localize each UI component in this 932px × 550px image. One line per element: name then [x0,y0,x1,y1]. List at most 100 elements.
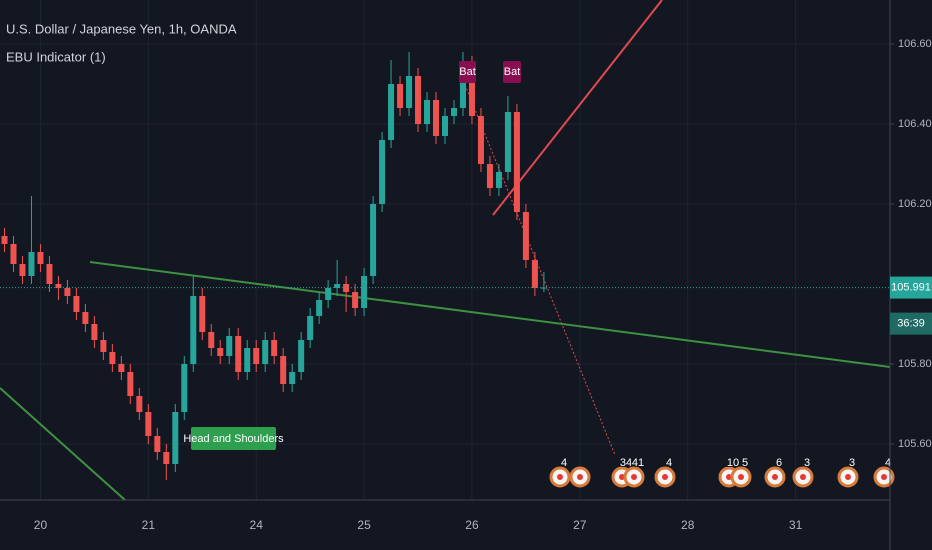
candle-body [55,284,62,288]
candle-body [343,284,350,292]
x-tick-label: 27 [573,518,587,532]
trend-line [89,261,891,368]
x-tick-label: 25 [357,518,371,532]
chart-title: U.S. Dollar / Japanese Yen, 1h, OANDA [6,21,237,36]
candle-body [495,172,502,188]
candle-body [477,116,484,164]
x-tick-label: 20 [34,518,48,532]
candle-body [298,340,305,372]
grid [0,0,890,500]
y-tick-label: 106.400 [898,118,932,130]
candle-body [136,396,143,412]
candle-body [433,100,440,136]
candle-body [28,252,35,276]
candle-body [118,364,125,372]
candle-body [253,348,260,364]
pattern-badge [459,61,476,83]
y-tick-label: 106.200 [898,198,932,210]
event-dot [557,474,563,480]
event-count: 41 [632,457,644,469]
trend-line [492,0,663,216]
pattern-badge [191,427,276,450]
event-count: 4 [666,457,672,469]
event-dot [845,474,851,480]
candle-body [163,452,170,464]
x-tick-label: 21 [142,518,156,532]
candle-body [352,292,359,308]
event-count: 34 [620,457,632,469]
candle-body [100,340,107,352]
candle-body [208,332,215,348]
candle-body [289,372,296,384]
candle-body [64,288,71,296]
event-dot [631,474,637,480]
candle-body [334,284,341,288]
event-dot [619,474,625,480]
candle-body [172,412,179,464]
candle-body [145,412,152,436]
candle-body [370,204,377,276]
event-count: 6 [776,457,782,469]
candle-body [531,260,538,288]
candle-body [10,244,17,264]
candle-body [190,296,197,364]
candle-body [226,336,233,356]
candle-body [450,108,457,116]
event-count: 4 [561,457,567,469]
event-count: 3 [804,457,810,469]
candle-body [73,296,80,312]
candle-body [504,112,511,172]
candle-body [46,264,53,284]
axes: 105.600 105.800 106.200 106.400 106.600 20 21 2… [34,38,932,532]
candle-body [154,436,161,452]
y-tick-label: 105.600 [898,438,932,450]
pattern-label: Bat [459,66,476,78]
event-count: 4 [885,457,891,469]
overlay: Bat Bat Head and Shoulders 4 34 41 4 10 5 6 3 3 4 [183,61,895,488]
candle-body [19,264,26,276]
candle-body [307,316,314,340]
event-count: 5 [742,457,748,469]
candle-body [379,140,386,204]
event-count: 10 [727,457,739,469]
candle-body [91,324,98,340]
countdown-badge [890,312,932,335]
candles [0,52,890,480]
candle-body [127,372,134,396]
candle-body [199,296,206,332]
candle-body [325,288,332,300]
event-dot [738,474,744,480]
candle-body [235,336,242,372]
candle-body [406,76,413,108]
candle-body [244,348,251,372]
price-label: 105.991 [891,282,931,294]
candle-body [415,76,422,124]
event-dot [772,474,778,480]
candle-body [459,64,466,108]
candle-body [1,236,8,244]
x-tick-label: 31 [789,518,803,532]
pattern-badge [503,61,521,83]
candle-body [37,252,44,264]
event-dot [726,474,732,480]
candle-body [522,212,529,260]
candle-body [271,340,278,356]
indicator-label: EBU Indicator (1) [6,49,106,64]
candle-body [397,84,404,108]
candle-body [181,364,188,412]
candle-body [361,276,368,308]
countdown-label: 36:39 [897,318,925,330]
candle-body [280,356,287,384]
event-dot [662,474,668,480]
x-tick-label: 28 [681,518,695,532]
x-tick-label: 24 [250,518,264,532]
candle-body [468,64,475,116]
candle-body [82,312,89,324]
candle-body [388,84,395,140]
x-tick-label: 26 [465,518,479,532]
candle-body [424,100,431,124]
y-tick-label: 105.800 [898,358,932,370]
candle-body [513,112,520,212]
